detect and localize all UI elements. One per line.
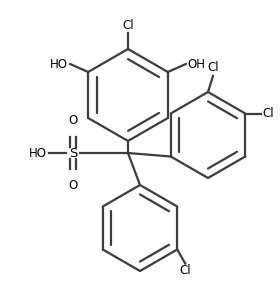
- Text: Cl: Cl: [179, 265, 191, 278]
- Text: HO: HO: [29, 147, 47, 160]
- Text: HO: HO: [50, 58, 68, 71]
- Text: O: O: [68, 114, 78, 127]
- Text: Cl: Cl: [207, 61, 219, 74]
- Text: O: O: [68, 179, 78, 192]
- Text: OH: OH: [188, 58, 206, 71]
- Text: S: S: [69, 147, 77, 160]
- Text: Cl: Cl: [262, 107, 274, 120]
- Text: Cl: Cl: [122, 19, 134, 32]
